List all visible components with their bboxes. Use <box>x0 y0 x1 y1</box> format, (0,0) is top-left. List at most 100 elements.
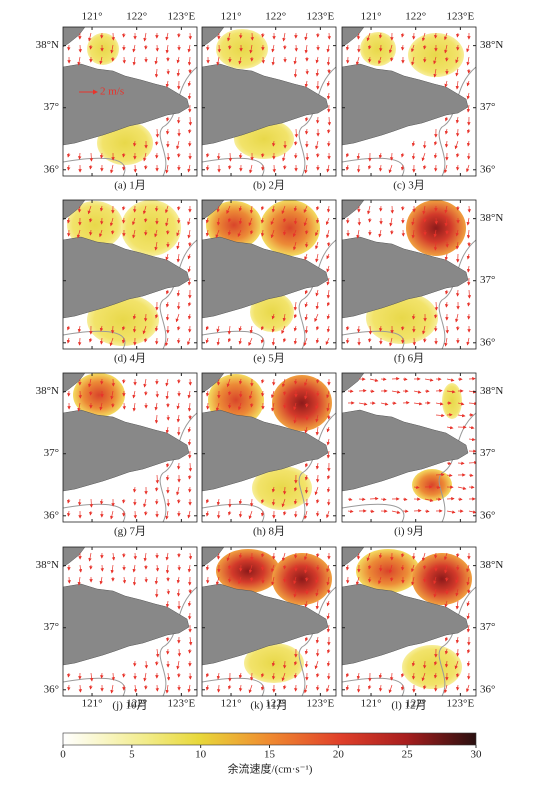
map-content <box>202 27 336 176</box>
current-arrow <box>359 685 360 692</box>
lat-tick-label: 36° <box>480 336 495 348</box>
lat-tick-label: 38°N <box>480 385 503 397</box>
current-arrow <box>425 338 426 342</box>
lon-tick-label: 123°E <box>447 11 475 23</box>
panel-caption: (c) 3月 <box>393 180 424 192</box>
speed-area <box>260 200 320 256</box>
colorbar-tick-label: 0 <box>60 749 66 761</box>
colorbar-tick-label: 20 <box>333 749 345 761</box>
colorbar-tick-label: 10 <box>195 749 207 761</box>
lon-tick-label: 122° <box>126 11 147 23</box>
lat-tick-label: 37° <box>480 447 495 459</box>
colorbar <box>63 733 476 745</box>
current-arrow <box>359 326 360 332</box>
speed-area <box>412 553 472 605</box>
speed-area <box>87 33 119 65</box>
current-arrow <box>458 326 459 330</box>
lon-tick-label: 123°E <box>447 698 475 710</box>
current-arrow <box>252 673 253 680</box>
current-arrow <box>146 661 147 668</box>
current-arrow <box>370 499 378 500</box>
current-arrow <box>285 165 286 169</box>
speed-area <box>121 200 181 256</box>
current-arrow <box>425 511 429 512</box>
lon-tick-label: 122° <box>265 11 286 23</box>
current-arrow <box>219 685 220 692</box>
current-arrow <box>91 685 92 689</box>
lon-tick-label: 123°E <box>168 11 196 23</box>
current-arrow <box>285 661 286 668</box>
colorbar-tick-label: 5 <box>129 749 135 761</box>
lon-tick-label: 121° <box>361 11 382 23</box>
current-arrow <box>190 613 191 619</box>
lat-tick-label: 37° <box>44 621 59 633</box>
current-arrow <box>458 463 464 464</box>
lat-tick-label: 36° <box>480 163 495 175</box>
lat-tick-label: 36° <box>480 509 495 521</box>
current-arrow <box>190 463 191 471</box>
colorbar-tick-label: 25 <box>402 749 414 761</box>
current-arrow <box>263 33 264 37</box>
current-arrow <box>307 403 308 407</box>
lon-tick-label: 123°E <box>168 698 196 710</box>
current-arrow <box>285 487 286 494</box>
lon-tick-label: 122° <box>126 698 147 710</box>
lon-tick-label: 122° <box>405 698 426 710</box>
panel-caption: (h) 8月 <box>253 526 285 538</box>
panel-caption: (g) 7月 <box>114 526 146 538</box>
lat-tick-label: 38°N <box>36 559 59 571</box>
current-arrow <box>318 153 319 157</box>
current-arrow <box>80 338 81 345</box>
current-arrow <box>80 685 81 692</box>
lon-tick-label: 123°E <box>307 11 335 23</box>
current-arrow <box>80 499 81 505</box>
lon-tick-label: 121° <box>221 11 242 23</box>
current-arrow <box>190 117 191 125</box>
current-arrow <box>458 649 459 656</box>
lat-tick-label: 38°N <box>36 39 59 51</box>
lat-tick-label: 37° <box>44 447 59 459</box>
current-arrow <box>230 153 231 161</box>
current-arrow <box>329 117 330 125</box>
current-arrow <box>403 206 404 210</box>
current-arrow <box>113 673 114 680</box>
current-arrow <box>425 661 426 668</box>
map-content <box>63 200 197 349</box>
current-arrow <box>124 673 125 677</box>
map-content <box>342 373 477 522</box>
map-content <box>342 200 476 349</box>
lat-tick-label: 37° <box>480 621 495 633</box>
current-arrow <box>447 577 448 581</box>
current-arrow <box>318 117 319 123</box>
speed-area <box>442 383 462 419</box>
current-arrow <box>168 230 169 234</box>
current-arrow <box>80 153 81 159</box>
current-arrow <box>179 117 180 123</box>
map-content <box>342 547 476 696</box>
current-arrow <box>392 673 393 680</box>
colorbar-label: 余流速度/(cm·s⁻¹) <box>228 762 313 776</box>
lon-tick-label: 122° <box>405 11 426 23</box>
current-arrow <box>318 649 319 656</box>
map-content <box>63 27 197 176</box>
map-content <box>202 200 336 349</box>
map-content <box>202 373 336 522</box>
map-panel: (e) 5月 <box>202 200 336 365</box>
panel-caption: (f) 6月 <box>394 353 424 365</box>
current-arrow <box>359 165 360 172</box>
current-arrow <box>307 577 308 581</box>
lat-tick-label: 36° <box>480 683 495 695</box>
panel-caption: (e) 5月 <box>253 353 284 365</box>
current-arrow <box>458 290 459 296</box>
lat-tick-label: 38°N <box>36 385 59 397</box>
current-arrow <box>425 141 426 148</box>
lat-tick-label: 37° <box>480 274 495 286</box>
